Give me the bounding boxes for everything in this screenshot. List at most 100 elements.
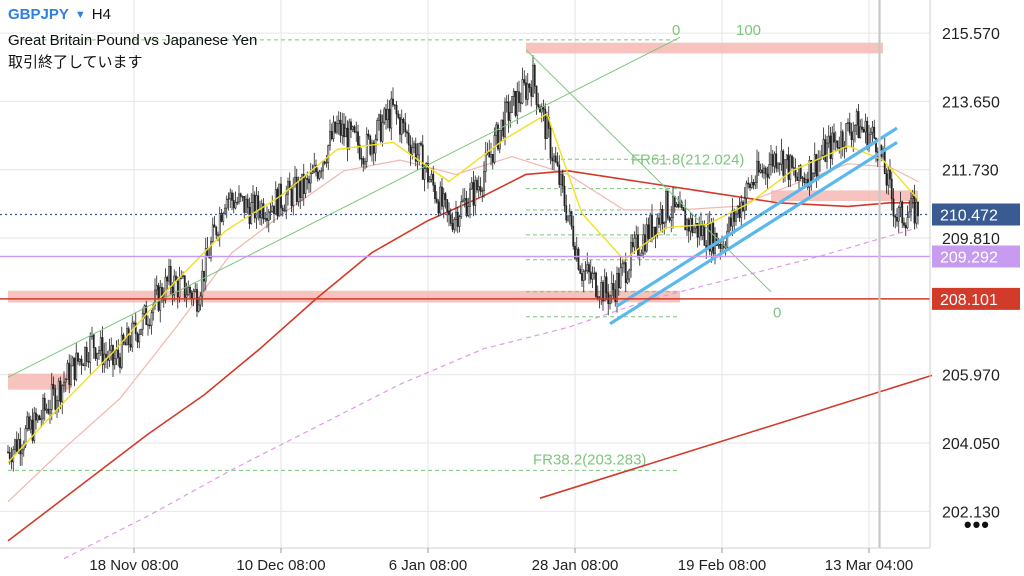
candle-body xyxy=(124,342,127,346)
candle-body xyxy=(192,291,195,300)
candle-body xyxy=(458,216,461,227)
ema-mid-line xyxy=(7,156,919,503)
candle-body xyxy=(703,225,706,246)
candle-body xyxy=(845,123,848,149)
candle-body xyxy=(290,189,293,207)
candle-body xyxy=(103,353,106,365)
candle-body xyxy=(623,262,625,265)
candle-body xyxy=(117,349,120,358)
candle-body xyxy=(616,273,618,302)
candle-body xyxy=(504,101,506,137)
candle-body xyxy=(329,131,331,146)
candle-body xyxy=(189,286,191,294)
caret-down-icon[interactable]: ▼ xyxy=(74,8,86,21)
candle-body xyxy=(439,186,442,214)
candle-body xyxy=(782,150,785,176)
candle-body xyxy=(612,283,615,291)
more-dots-icon[interactable]: ••• xyxy=(963,512,990,537)
candle-body xyxy=(507,101,510,121)
candle-body xyxy=(586,264,589,271)
candle-body xyxy=(904,225,907,229)
candle-body xyxy=(810,160,813,182)
candle-body xyxy=(472,182,475,206)
candle-body xyxy=(14,439,16,450)
candle-body xyxy=(588,264,590,273)
candle-body xyxy=(217,234,219,236)
candle-body xyxy=(553,155,555,162)
candle-body xyxy=(899,201,902,208)
candle-body xyxy=(197,304,200,312)
candle-body xyxy=(775,153,778,169)
candle-body xyxy=(908,211,911,218)
candle-body xyxy=(628,269,631,280)
candle-body xyxy=(792,167,795,169)
symbol-selector[interactable]: GBPJPY xyxy=(8,6,69,23)
candle-body xyxy=(112,345,114,366)
candle-body xyxy=(535,85,538,105)
candle-body xyxy=(460,201,463,217)
candle-body xyxy=(26,416,29,429)
candle-body xyxy=(178,278,181,298)
x-tick-label: 13 Mar 04:00 xyxy=(825,557,913,574)
candle-body xyxy=(56,400,58,410)
candle-body xyxy=(901,201,904,224)
candle-body xyxy=(829,135,832,159)
candle-body xyxy=(840,131,842,150)
candle-body xyxy=(113,358,116,366)
candle-body xyxy=(869,131,872,136)
candle-body xyxy=(787,154,790,180)
candle-body xyxy=(252,194,254,203)
candle-body xyxy=(435,198,438,203)
candle-body xyxy=(99,337,102,351)
candle-body xyxy=(231,192,233,201)
candle-body xyxy=(129,344,132,348)
candle-body xyxy=(138,333,141,343)
candle-body xyxy=(292,184,295,207)
timeframe-selector[interactable]: H4 xyxy=(91,6,111,23)
candle-body xyxy=(693,227,695,233)
candle-body xyxy=(563,185,566,207)
candle-body xyxy=(463,198,466,201)
candle-body xyxy=(269,211,272,213)
candle-body xyxy=(215,226,218,236)
candle-body xyxy=(315,164,317,173)
candle-body xyxy=(374,139,377,154)
candle-body xyxy=(526,83,529,100)
candle-body xyxy=(609,295,611,304)
candle-body xyxy=(187,286,190,296)
candle-body xyxy=(859,126,862,139)
candle-body xyxy=(451,223,454,230)
candle-body xyxy=(761,169,764,174)
candle-body xyxy=(497,124,499,150)
candle-body xyxy=(169,266,172,288)
candle-body xyxy=(320,170,323,173)
trendline-channel xyxy=(609,140,898,326)
y-tick-label: 205.970 xyxy=(942,368,1000,385)
candle-body xyxy=(455,211,457,220)
candle-body xyxy=(567,215,569,221)
candle-body xyxy=(434,184,436,200)
candle-body xyxy=(194,289,197,292)
candle-body xyxy=(420,142,422,146)
candle-body xyxy=(584,270,587,272)
candle-body xyxy=(614,289,617,302)
candle-body xyxy=(78,358,81,362)
candle-body xyxy=(696,222,699,238)
candle-body xyxy=(556,161,559,166)
candle-body xyxy=(663,221,666,225)
candle-body xyxy=(276,189,279,217)
candle-body xyxy=(875,137,877,153)
candle-body xyxy=(82,364,85,367)
candle-body xyxy=(409,144,412,155)
candle-body xyxy=(8,451,11,459)
candle-body xyxy=(168,266,170,282)
candle-body xyxy=(285,194,288,211)
candle-body xyxy=(560,174,562,185)
candle-body xyxy=(619,267,622,289)
candle-body xyxy=(316,171,319,179)
candle-body xyxy=(791,155,793,168)
candle-body xyxy=(505,101,508,104)
candle-body xyxy=(222,213,225,222)
y-tick-label: 215.570 xyxy=(942,26,1000,43)
